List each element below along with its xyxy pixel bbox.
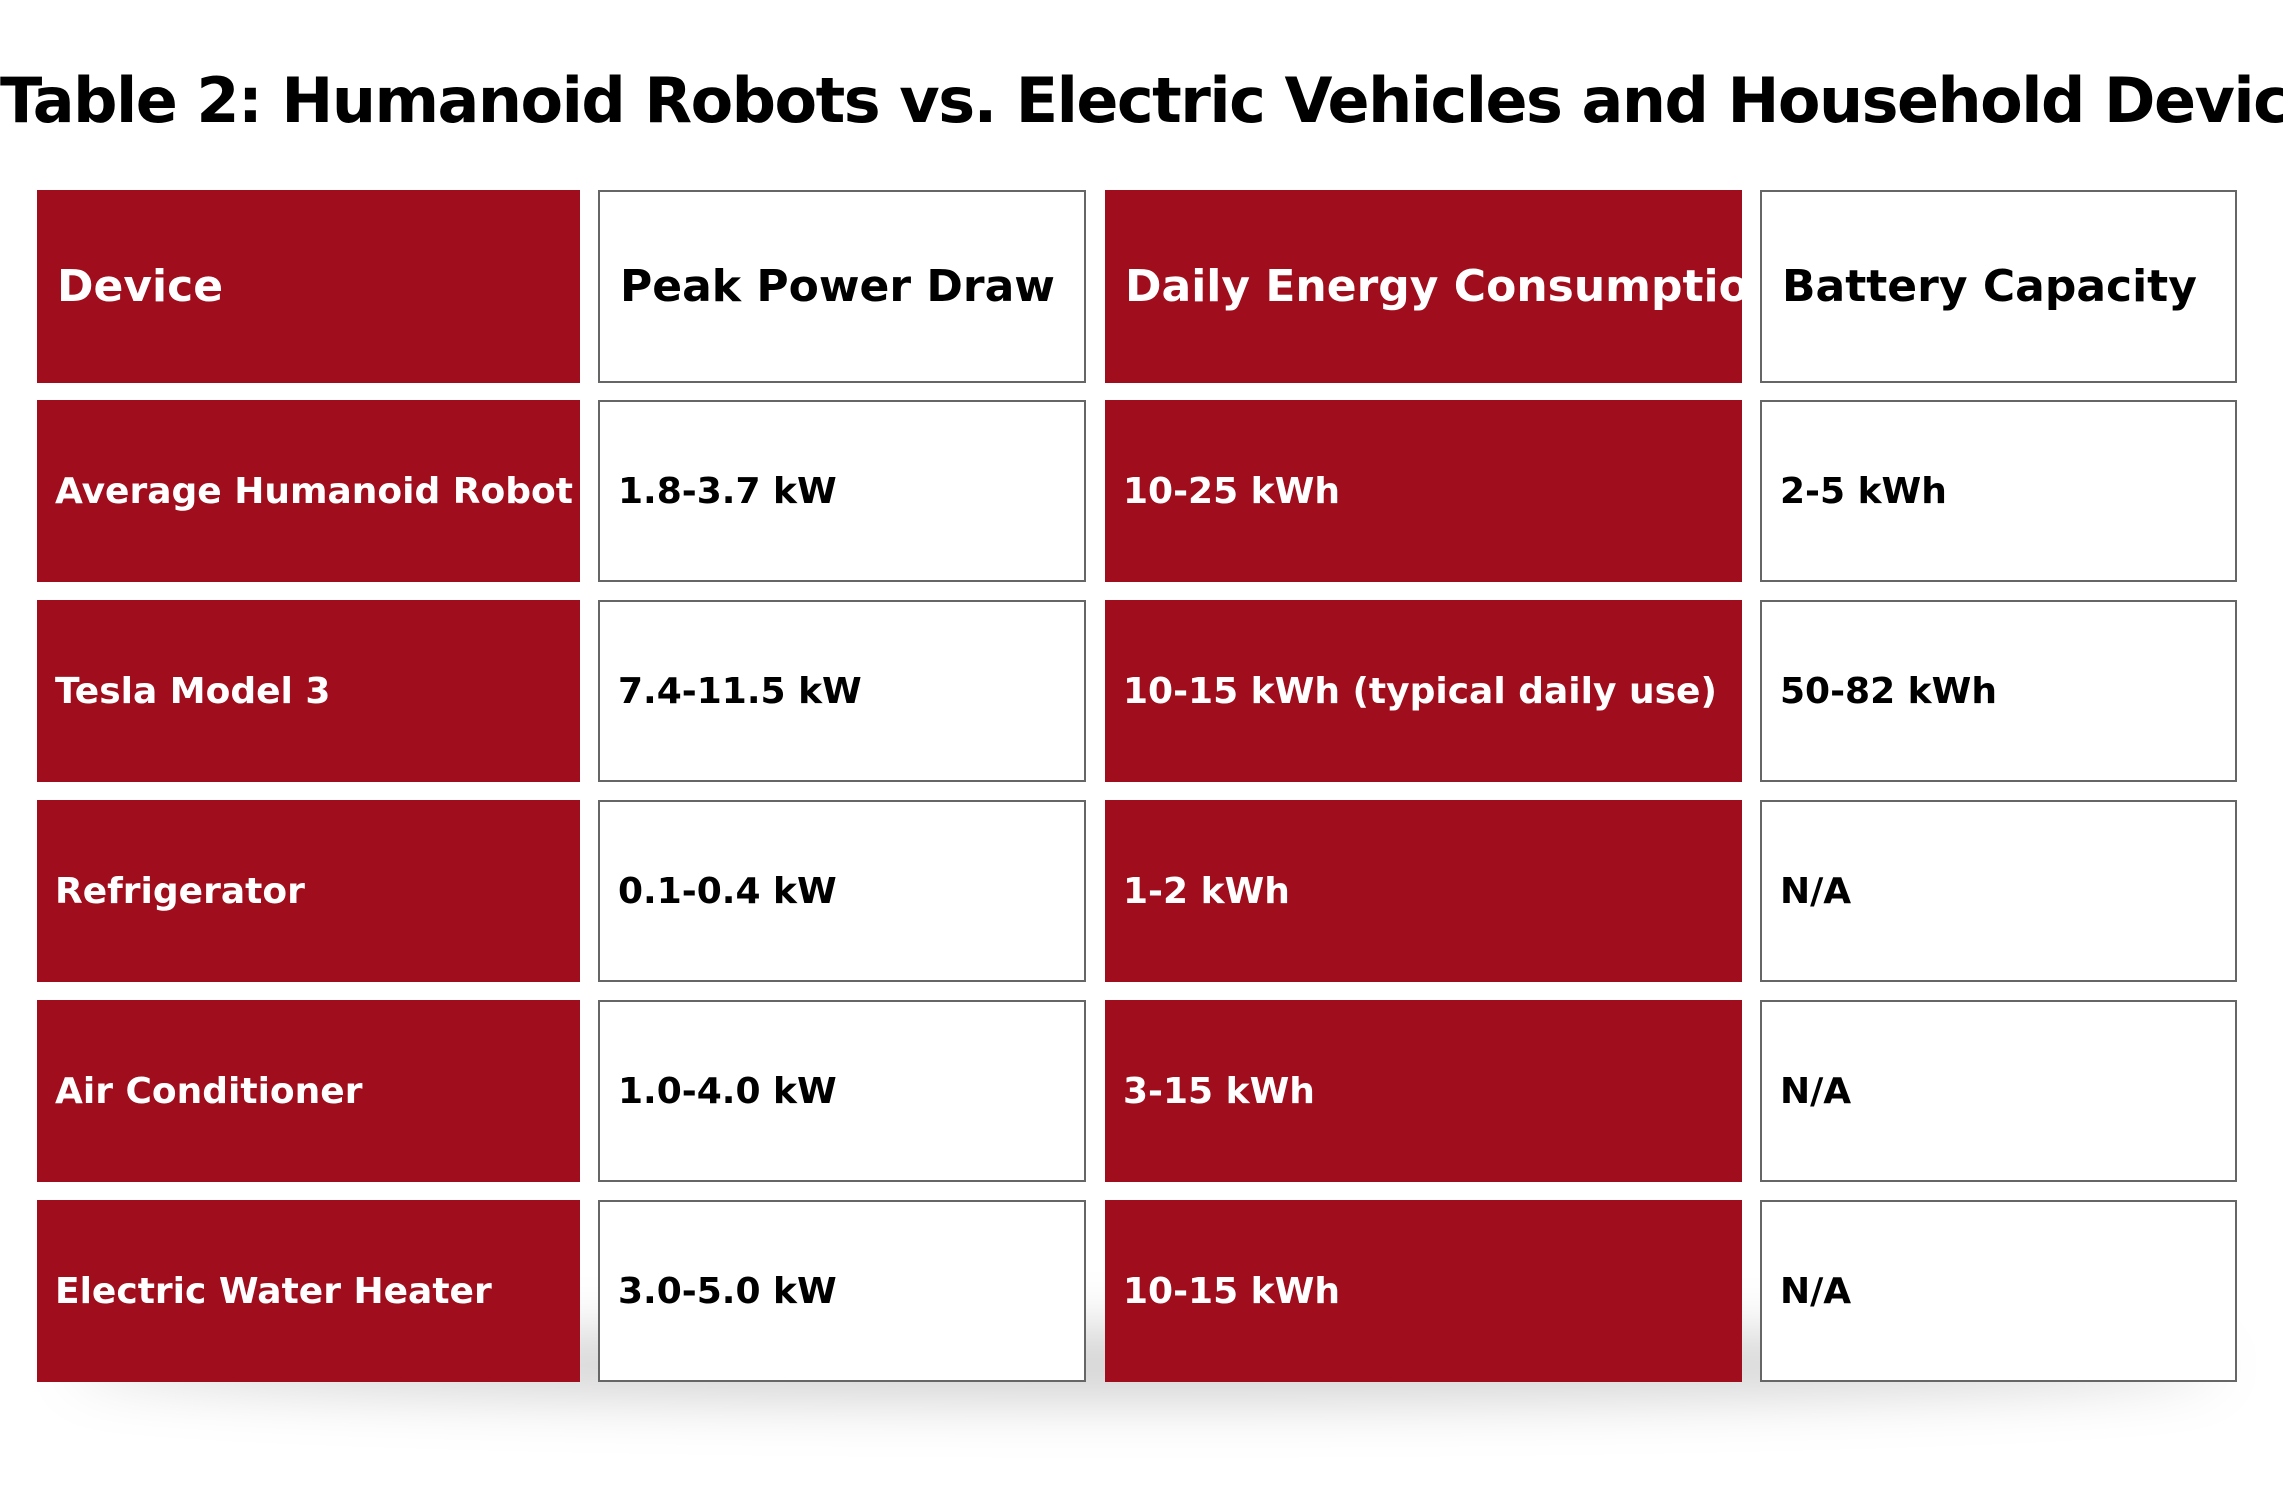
- device-cell: Average Humanoid Robot: [37, 400, 580, 582]
- daily-energy-cell: 3-15 kWh: [1105, 1000, 1742, 1182]
- battery-capacity-cell: N/A: [1760, 1200, 2237, 1382]
- battery-capacity-cell: 50-82 kWh: [1760, 600, 2237, 782]
- table-row: Tesla Model 3 7.4-11.5 kW 10-15 kWh (typ…: [37, 600, 2237, 782]
- peak-power-cell: 0.1-0.4 kW: [598, 800, 1086, 982]
- peak-power-cell: 1.8-3.7 kW: [598, 400, 1086, 582]
- header-daily-energy-consumption: Daily Energy Consumption: [1105, 190, 1742, 383]
- battery-capacity-cell: N/A: [1760, 800, 2237, 982]
- table-row: Air Conditioner 1.0-4.0 kW 3-15 kWh N/A: [37, 1000, 2237, 1182]
- peak-power-cell: 1.0-4.0 kW: [598, 1000, 1086, 1182]
- daily-energy-cell: 10-15 kWh (typical daily use): [1105, 600, 1742, 782]
- table-header-row: Device Peak Power Draw Daily Energy Cons…: [37, 190, 2237, 383]
- daily-energy-cell: 10-25 kWh: [1105, 400, 1742, 582]
- battery-capacity-cell: N/A: [1760, 1000, 2237, 1182]
- table-row: Refrigerator 0.1-0.4 kW 1-2 kWh N/A: [37, 800, 2237, 982]
- table-title: Table 2: Humanoid Robots vs. Electric Ve…: [0, 64, 2283, 137]
- peak-power-cell: 3.0-5.0 kW: [598, 1200, 1086, 1382]
- battery-capacity-cell: 2-5 kWh: [1760, 400, 2237, 582]
- device-cell: Tesla Model 3: [37, 600, 580, 782]
- header-battery-capacity: Battery Capacity: [1760, 190, 2237, 383]
- table-row: Electric Water Heater 3.0-5.0 kW 10-15 k…: [37, 1200, 2237, 1382]
- comparison-table: Device Peak Power Draw Daily Energy Cons…: [37, 190, 2237, 1382]
- daily-energy-cell: 10-15 kWh: [1105, 1200, 1742, 1382]
- header-peak-power-draw: Peak Power Draw: [598, 190, 1086, 383]
- header-device: Device: [37, 190, 580, 383]
- device-cell: Refrigerator: [37, 800, 580, 982]
- device-cell: Air Conditioner: [37, 1000, 580, 1182]
- daily-energy-cell: 1-2 kWh: [1105, 800, 1742, 982]
- table-row: Average Humanoid Robot 1.8-3.7 kW 10-25 …: [37, 400, 2237, 582]
- device-cell: Electric Water Heater: [37, 1200, 580, 1382]
- peak-power-cell: 7.4-11.5 kW: [598, 600, 1086, 782]
